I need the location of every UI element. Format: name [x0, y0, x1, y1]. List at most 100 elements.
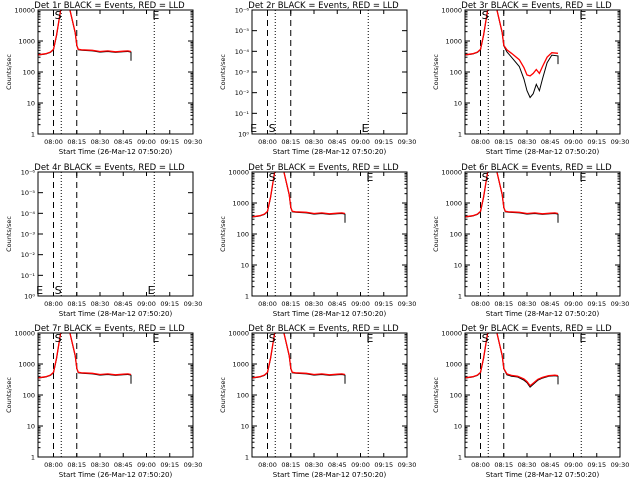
y-axis-label: Counts/sec — [432, 54, 440, 90]
x-tick-label: 08:00 — [258, 461, 277, 469]
y-tick-label: 10⁻¹ — [21, 272, 36, 280]
series-lld — [252, 333, 346, 379]
marker-s: S — [482, 171, 489, 184]
marker-e: E — [250, 122, 257, 135]
panel-title: Det 6r BLACK = Events, RED = LLD — [461, 163, 612, 173]
x-tick-label: 08:15 — [281, 138, 300, 146]
panel-title: Det 3r BLACK = Events, RED = LLD — [461, 1, 612, 11]
y-tick-label: 1 — [31, 454, 35, 462]
marker-s: S — [269, 122, 276, 135]
y-axis-label: Counts/sec — [5, 54, 13, 90]
x-tick-label: 08:30 — [305, 300, 324, 308]
x-tick-label: 08:00 — [471, 300, 490, 308]
x-tick-label: 09:30 — [184, 461, 203, 469]
x-tick-label: 09:00 — [351, 461, 370, 469]
plot-area — [267, 10, 369, 134]
x-tick-label: 08:15 — [494, 300, 513, 308]
panel-title: Det 7r BLACK = Events, RED = LLD — [34, 324, 185, 334]
x-tick-label: 08:15 — [67, 461, 86, 469]
panel-det-8: Det 8r BLACK = Events, RED = LLD Counts/s… — [219, 324, 416, 479]
y-tick-label: 1 — [31, 131, 35, 139]
y-tick-label: 10⁰ — [238, 131, 249, 139]
plot-area — [465, 333, 582, 457]
panel-det-5: Det 5r BLACK = Events, RED = LLD Counts/s… — [219, 163, 416, 318]
plot-area — [38, 333, 155, 457]
series-lld — [252, 172, 346, 218]
x-tick-label: 08:15 — [67, 300, 86, 308]
series-events — [465, 333, 559, 388]
series-events — [38, 10, 132, 61]
y-tick-label: 10⁻² — [21, 251, 36, 259]
x-tick-label: 09:15 — [160, 138, 179, 146]
y-axis-label: Counts/sec — [5, 216, 13, 252]
y-axis-label: Counts/sec — [219, 216, 227, 252]
x-axis-label: Start Time (26-Mar-12 07:50:20) — [59, 148, 173, 156]
plot-area — [53, 172, 155, 296]
marker-e: E — [366, 171, 373, 184]
x-tick-label: 08:15 — [281, 461, 300, 469]
y-tick-label: 1000 — [445, 38, 462, 46]
x-tick-label: 09:00 — [137, 138, 156, 146]
x-tick-label: 09:00 — [351, 138, 370, 146]
x-tick-label: 08:00 — [44, 461, 63, 469]
x-tick-label: 09:30 — [184, 138, 203, 146]
x-tick-label: 09:00 — [137, 300, 156, 308]
y-tick-label: 10⁻⁵ — [235, 27, 250, 35]
y-tick-label: 1 — [245, 293, 249, 301]
y-tick-label: 1 — [245, 454, 249, 462]
x-tick-label: 08:45 — [541, 138, 560, 146]
y-tick-label: 1000 — [18, 38, 35, 46]
x-tick-label: 08:15 — [494, 138, 513, 146]
series-events — [252, 172, 346, 223]
y-tick-label: 10000 — [228, 169, 249, 177]
panel-det-3: Det 3r BLACK = Events, RED = LLD Counts/s… — [432, 1, 629, 156]
x-tick-label: 08:45 — [114, 461, 133, 469]
x-tick-label: 09:30 — [611, 461, 630, 469]
x-tick-label: 09:30 — [611, 300, 630, 308]
marker-e: E — [366, 332, 373, 345]
x-tick-label: 08:45 — [328, 461, 347, 469]
y-tick-label: 10⁻² — [235, 89, 250, 97]
x-tick-label: 08:15 — [494, 461, 513, 469]
y-tick-label: 10000 — [228, 330, 249, 338]
x-tick-label: 08:00 — [44, 138, 63, 146]
y-axis-label: Counts/sec — [5, 377, 13, 413]
marker-e: E — [148, 284, 155, 297]
marker-s: S — [55, 9, 62, 22]
y-tick-label: 1000 — [18, 361, 35, 369]
y-tick-label: 1 — [458, 131, 462, 139]
y-tick-label: 10000 — [14, 7, 35, 15]
y-tick-label: 10 — [454, 100, 462, 108]
panel-det-7: Det 7r BLACK = Events, RED = LLD Counts/s… — [5, 324, 202, 479]
x-tick-label: 08:30 — [91, 300, 110, 308]
y-tick-label: 10 — [454, 262, 462, 270]
x-axis-label: Start Time (28-Mar-12 07:50:20) — [486, 471, 600, 479]
y-tick-label: 10⁰ — [24, 293, 35, 301]
x-tick-label: 08:00 — [471, 461, 490, 469]
y-axis-label: Counts/sec — [432, 377, 440, 413]
x-tick-label: 09:00 — [564, 138, 583, 146]
y-tick-label: 10⁻³ — [21, 231, 36, 239]
x-tick-label: 08:45 — [328, 300, 347, 308]
y-tick-label: 10 — [27, 423, 35, 431]
x-tick-label: 08:00 — [258, 138, 277, 146]
series-events — [465, 10, 559, 99]
x-tick-label: 09:15 — [160, 300, 179, 308]
x-tick-label: 08:30 — [305, 461, 324, 469]
plot-area — [252, 172, 369, 296]
marker-s: S — [55, 284, 62, 297]
y-tick-label: 100 — [237, 392, 249, 400]
x-tick-label: 08:15 — [67, 138, 86, 146]
x-tick-label: 08:30 — [518, 461, 537, 469]
marker-e: E — [36, 284, 43, 297]
x-axis-label: Start Time (28-Mar-12 07:50:20) — [273, 310, 387, 318]
x-tick-label: 09:15 — [374, 300, 393, 308]
marker-e: E — [152, 332, 159, 345]
x-tick-label: 08:00 — [258, 300, 277, 308]
panel-det-1: Det 1r BLACK = Events, RED = LLD Counts/s… — [5, 1, 202, 156]
x-tick-label: 08:30 — [518, 300, 537, 308]
x-tick-label: 09:15 — [587, 300, 606, 308]
marker-e: E — [579, 9, 586, 22]
x-tick-label: 09:15 — [587, 138, 606, 146]
x-axis-label: Start Time (28-Mar-12 07:50:20) — [59, 310, 173, 318]
